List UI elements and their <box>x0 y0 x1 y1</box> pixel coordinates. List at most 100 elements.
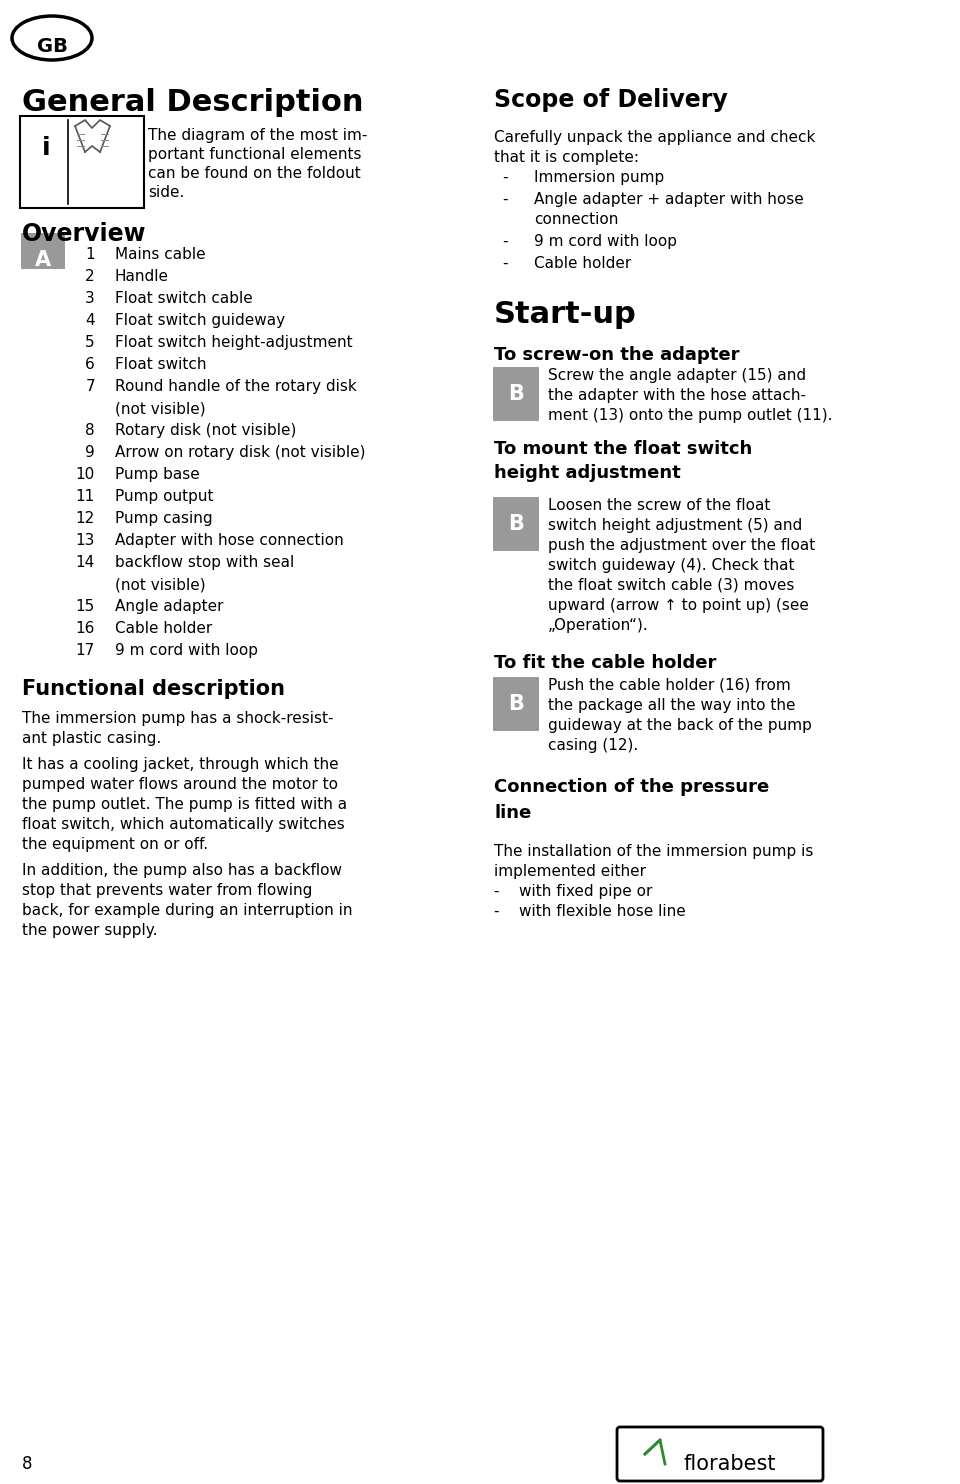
Text: Functional description: Functional description <box>22 680 285 699</box>
FancyBboxPatch shape <box>493 367 539 421</box>
Text: Loosen the screw of the float: Loosen the screw of the float <box>548 499 770 513</box>
Text: push the adjustment over the float: push the adjustment over the float <box>548 539 815 554</box>
Text: that it is complete:: that it is complete: <box>494 150 639 165</box>
Text: Cable holder: Cable holder <box>115 620 212 637</box>
Text: -: - <box>502 257 508 272</box>
Text: Angle adapter: Angle adapter <box>115 600 224 614</box>
Text: B: B <box>508 513 524 534</box>
Text: the adapter with the hose attach-: the adapter with the hose attach- <box>548 387 806 404</box>
Text: Float switch guideway: Float switch guideway <box>115 313 285 328</box>
Text: 17: 17 <box>76 643 95 657</box>
Text: Angle adapter + adapter with hose: Angle adapter + adapter with hose <box>534 191 804 206</box>
Text: It has a cooling jacket, through which the: It has a cooling jacket, through which t… <box>22 757 339 772</box>
Text: height adjustment: height adjustment <box>494 464 681 482</box>
Text: 12: 12 <box>76 510 95 525</box>
Text: the package all the way into the: the package all the way into the <box>548 697 796 712</box>
Text: 4: 4 <box>85 313 95 328</box>
Text: To mount the float switch: To mount the float switch <box>494 439 753 459</box>
Text: 8: 8 <box>85 423 95 438</box>
Text: implemented either: implemented either <box>494 864 646 879</box>
FancyBboxPatch shape <box>21 233 65 269</box>
Text: connection: connection <box>534 212 618 227</box>
Text: Float switch cable: Float switch cable <box>115 291 252 306</box>
Text: A: A <box>35 249 51 270</box>
Text: In addition, the pump also has a backflow: In addition, the pump also has a backflo… <box>22 864 342 879</box>
Text: 8: 8 <box>22 1454 33 1474</box>
Text: Float switch height-adjustment: Float switch height-adjustment <box>115 335 352 350</box>
Text: To fit the cable holder: To fit the cable holder <box>494 654 716 672</box>
Text: florabest: florabest <box>684 1454 777 1474</box>
FancyBboxPatch shape <box>617 1428 823 1481</box>
Text: To screw-on the adapter: To screw-on the adapter <box>494 346 739 364</box>
Text: Overview: Overview <box>22 223 147 246</box>
Text: 5: 5 <box>85 335 95 350</box>
Text: The diagram of the most im-: The diagram of the most im- <box>148 128 368 142</box>
Text: Start-up: Start-up <box>494 300 636 329</box>
Text: 9 m cord with loop: 9 m cord with loop <box>115 643 258 657</box>
Text: B: B <box>508 384 524 404</box>
Text: General Description: General Description <box>22 88 364 117</box>
Text: portant functional elements: portant functional elements <box>148 147 362 162</box>
Text: Push the cable holder (16) from: Push the cable holder (16) from <box>548 678 791 693</box>
Text: 1: 1 <box>85 246 95 263</box>
Text: Pump casing: Pump casing <box>115 510 212 525</box>
Text: back, for example during an interruption in: back, for example during an interruption… <box>22 902 352 919</box>
Text: Pump output: Pump output <box>115 490 213 505</box>
Text: -    with fixed pipe or: - with fixed pipe or <box>494 884 653 899</box>
Text: Screw the angle adapter (15) and: Screw the angle adapter (15) and <box>548 368 806 383</box>
FancyBboxPatch shape <box>493 677 539 732</box>
Text: (not visible): (not visible) <box>115 401 205 416</box>
Text: Immersion pump: Immersion pump <box>534 171 664 186</box>
Text: the equipment on or off.: the equipment on or off. <box>22 837 208 852</box>
Text: 11: 11 <box>76 490 95 505</box>
Text: -    with flexible hose line: - with flexible hose line <box>494 904 685 919</box>
Text: Cable holder: Cable holder <box>534 257 632 272</box>
Text: Pump base: Pump base <box>115 467 200 482</box>
Text: Scope of Delivery: Scope of Delivery <box>494 88 728 111</box>
Text: line: line <box>494 804 531 822</box>
Text: The installation of the immersion pump is: The installation of the immersion pump i… <box>494 844 813 859</box>
Text: Connection of the pressure: Connection of the pressure <box>494 778 769 795</box>
Text: Adapter with hose connection: Adapter with hose connection <box>115 533 344 548</box>
Text: Handle: Handle <box>115 269 169 283</box>
Text: float switch, which automatically switches: float switch, which automatically switch… <box>22 818 345 833</box>
Text: 7: 7 <box>85 378 95 393</box>
Text: 6: 6 <box>85 358 95 372</box>
Text: Float switch: Float switch <box>115 358 206 372</box>
Text: the pump outlet. The pump is fitted with a: the pump outlet. The pump is fitted with… <box>22 797 348 812</box>
Text: -: - <box>502 171 508 186</box>
Text: switch height adjustment (5) and: switch height adjustment (5) and <box>548 518 803 533</box>
Text: 10: 10 <box>76 467 95 482</box>
Text: 2: 2 <box>85 269 95 283</box>
Text: 14: 14 <box>76 555 95 570</box>
Text: 3: 3 <box>85 291 95 306</box>
Text: casing (12).: casing (12). <box>548 738 638 752</box>
Text: 16: 16 <box>76 620 95 637</box>
Text: the power supply.: the power supply. <box>22 923 157 938</box>
Text: Mains cable: Mains cable <box>115 246 205 263</box>
Text: 15: 15 <box>76 600 95 614</box>
FancyBboxPatch shape <box>20 116 144 208</box>
Text: Round handle of the rotary disk: Round handle of the rotary disk <box>115 378 357 393</box>
Text: ant plastic casing.: ant plastic casing. <box>22 732 161 746</box>
Text: „Operation“).: „Operation“). <box>548 617 649 634</box>
Text: upward (arrow ↑ to point up) (see: upward (arrow ↑ to point up) (see <box>548 598 809 613</box>
Text: -: - <box>502 191 508 206</box>
Text: ment (13) onto the pump outlet (11).: ment (13) onto the pump outlet (11). <box>548 408 832 423</box>
Text: can be found on the foldout: can be found on the foldout <box>148 166 361 181</box>
Text: The immersion pump has a shock-resist-: The immersion pump has a shock-resist- <box>22 711 333 726</box>
Text: stop that prevents water from flowing: stop that prevents water from flowing <box>22 883 312 898</box>
Text: switch guideway (4). Check that: switch guideway (4). Check that <box>548 558 795 573</box>
Text: 9 m cord with loop: 9 m cord with loop <box>534 234 677 249</box>
Text: side.: side. <box>148 186 184 200</box>
Text: B: B <box>508 695 524 714</box>
Text: pumped water flows around the motor to: pumped water flows around the motor to <box>22 778 338 792</box>
FancyBboxPatch shape <box>493 497 539 551</box>
Text: guideway at the back of the pump: guideway at the back of the pump <box>548 718 812 733</box>
Text: backflow stop with seal: backflow stop with seal <box>115 555 295 570</box>
Text: 13: 13 <box>76 533 95 548</box>
Text: the float switch cable (3) moves: the float switch cable (3) moves <box>548 577 794 594</box>
Text: -: - <box>502 234 508 249</box>
Text: Arrow on rotary disk (not visible): Arrow on rotary disk (not visible) <box>115 445 366 460</box>
Text: 9: 9 <box>85 445 95 460</box>
